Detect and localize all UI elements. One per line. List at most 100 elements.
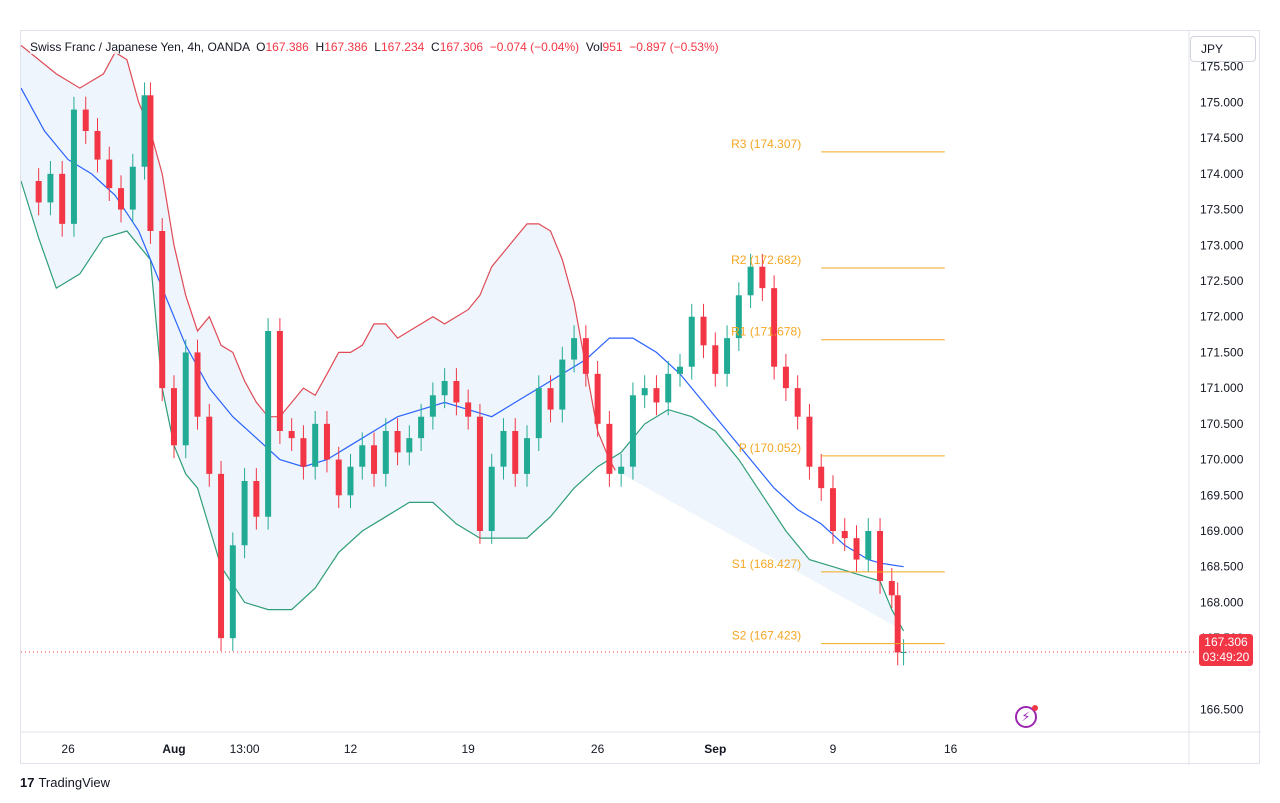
bollinger-upper-line (21, 44, 616, 471)
candle-body (712, 345, 719, 374)
candle-body (629, 395, 636, 467)
candle-body (818, 466, 825, 489)
x-tick-label: 19 (461, 742, 475, 756)
low-value: 167.234 (380, 40, 425, 54)
currency-button[interactable]: JPY (1190, 36, 1256, 62)
candle-body (406, 438, 413, 453)
candle-body (159, 231, 166, 389)
candle-body (94, 131, 101, 160)
y-tick-label: 174.500 (1200, 131, 1244, 145)
y-tick-label: 171.500 (1200, 345, 1244, 359)
x-tick-label: 12 (344, 742, 358, 756)
candle-body (547, 388, 554, 410)
candle-body (877, 531, 884, 581)
low-label: L (374, 40, 381, 54)
y-tick-label: 172.500 (1200, 274, 1244, 288)
candle-body (476, 416, 483, 531)
pivot-label-s1: S1 (168.427) (732, 557, 801, 571)
last-price-tag: 167.306 03:49:20 (1199, 634, 1253, 666)
candle-body (724, 338, 731, 374)
x-tick-label: 13:00 (230, 742, 260, 756)
y-tick-label: 169.500 (1200, 488, 1244, 502)
candle-body (418, 416, 425, 439)
candle-body (524, 438, 531, 474)
brand-name: TradingView (38, 775, 111, 790)
y-tick-label: 175.000 (1200, 95, 1244, 109)
volume-value: 951 (602, 40, 623, 54)
candle-body (488, 466, 495, 531)
candle-body (265, 331, 272, 517)
chart-legend: Swiss Franc / Japanese Yen, 4h, OANDA O1… (30, 40, 719, 54)
pivot-label-r1: R1 (171.678) (731, 325, 801, 339)
candle-body (688, 316, 695, 367)
close-label: C (431, 40, 440, 54)
candle-body (118, 188, 125, 210)
candle-body (371, 445, 378, 474)
x-tick-label: Aug (162, 742, 185, 756)
candle-body (394, 431, 401, 453)
candle-body (70, 109, 77, 224)
x-tick-label: 9 (830, 742, 837, 756)
symbol-description: Swiss Franc / Japanese Yen, 4h, OANDA (30, 40, 250, 54)
candle-body (241, 481, 248, 546)
candle-body (82, 109, 89, 131)
x-tick-label: 26 (61, 742, 75, 756)
candle-body (888, 581, 895, 596)
candle-body (106, 159, 113, 189)
candle-body (618, 466, 625, 474)
candle-body (276, 331, 283, 431)
candle-body (641, 388, 648, 396)
candle-body (218, 473, 225, 639)
x-tick-label: 26 (591, 742, 605, 756)
price-chart-svg[interactable]: R3 (174.307) R2 (172.682) R1 (171.678) P (1… (21, 31, 1261, 765)
candle-body (300, 438, 307, 467)
chart-panel[interactable]: R3 (174.307) R2 (172.682) R1 (171.678) P (1… (20, 30, 1261, 765)
candle-body (335, 459, 342, 496)
footer-brand[interactable]: 17 TradingView (20, 775, 110, 790)
candle-body (865, 531, 872, 560)
volume-label: Vol (585, 40, 603, 54)
candle-body (229, 545, 236, 639)
candle-body (323, 423, 330, 460)
candle-body (170, 388, 177, 446)
lightning-icon[interactable]: ⚡ (1015, 705, 1038, 728)
candle-body (759, 266, 766, 289)
candle-body (441, 381, 448, 396)
y-tick-label: 173.000 (1200, 238, 1244, 252)
candle-body (288, 431, 295, 439)
y-tick-label: 170.500 (1200, 417, 1244, 431)
close-value: 167.306 (439, 40, 484, 54)
candle-body (347, 466, 354, 496)
high-label: H (315, 40, 325, 54)
candle-body (806, 416, 813, 467)
candle-body (47, 173, 54, 203)
pivot-label-r3: R3 (174.307) (731, 137, 801, 151)
candle-body (512, 431, 519, 474)
pivot-label-r2: R2 (172.682) (731, 253, 801, 267)
candle-body (359, 445, 366, 467)
candle-body (535, 388, 542, 439)
candle-body (559, 359, 566, 410)
candle-body (894, 595, 901, 653)
y-tick-label: 175.500 (1200, 60, 1244, 74)
candle-body (194, 352, 201, 417)
candle-body (771, 288, 778, 367)
pivot-label-p: P (170.052) (739, 441, 802, 455)
change-value: −0.074 (−0.04%) (489, 40, 580, 54)
x-tick-label: Sep (704, 742, 726, 756)
candle-body (829, 488, 836, 531)
y-tick-label: 169.000 (1200, 524, 1244, 538)
candle-body (382, 431, 389, 474)
candle-body (59, 173, 66, 224)
candle-body (141, 95, 148, 167)
y-tick-label: 172.000 (1200, 310, 1244, 324)
y-tick-label: 168.000 (1200, 595, 1244, 609)
candle-body (653, 388, 660, 403)
open-value: 167.386 (265, 40, 309, 54)
candle-body (465, 402, 472, 417)
candle-body (747, 266, 754, 296)
candle-body (147, 95, 154, 232)
x-tick-label: 16 (944, 742, 958, 756)
y-tick-label: 170.000 (1200, 453, 1244, 467)
tradingview-logo-icon: 17 (20, 775, 35, 790)
